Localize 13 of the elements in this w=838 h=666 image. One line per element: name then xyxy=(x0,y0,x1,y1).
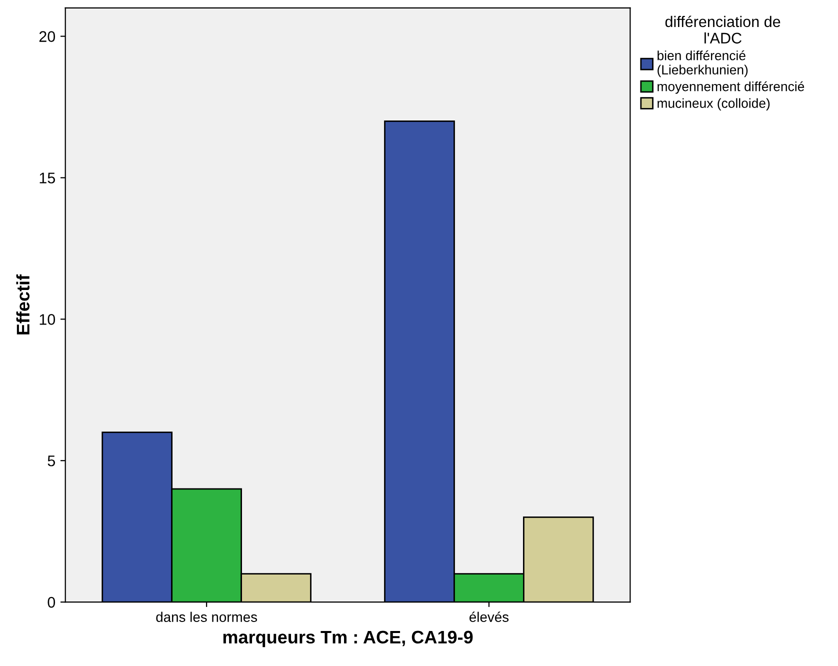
legend-title: différenciation de l'ADC xyxy=(665,16,780,44)
x-axis-title: marqueurs Tm : ACE, CA19-9 xyxy=(223,630,473,648)
x-tick-label: dans les normes xyxy=(156,612,258,622)
y-tick-label: 10 xyxy=(40,314,56,325)
legend-label: mucineux (colloide) xyxy=(658,98,770,111)
y-tick-label: 20 xyxy=(39,31,56,42)
legend-label: bien différencié (Lieberkhunien) xyxy=(658,50,748,78)
y-tick-label: 5 xyxy=(48,456,55,466)
y-tick-label: 15 xyxy=(40,172,56,184)
y-tick-label: 0 xyxy=(48,596,56,608)
x-tick-label: élevés xyxy=(469,612,509,622)
legend-label: moyennement différencié xyxy=(658,81,804,94)
y-axis-title: Effectif xyxy=(16,274,30,334)
